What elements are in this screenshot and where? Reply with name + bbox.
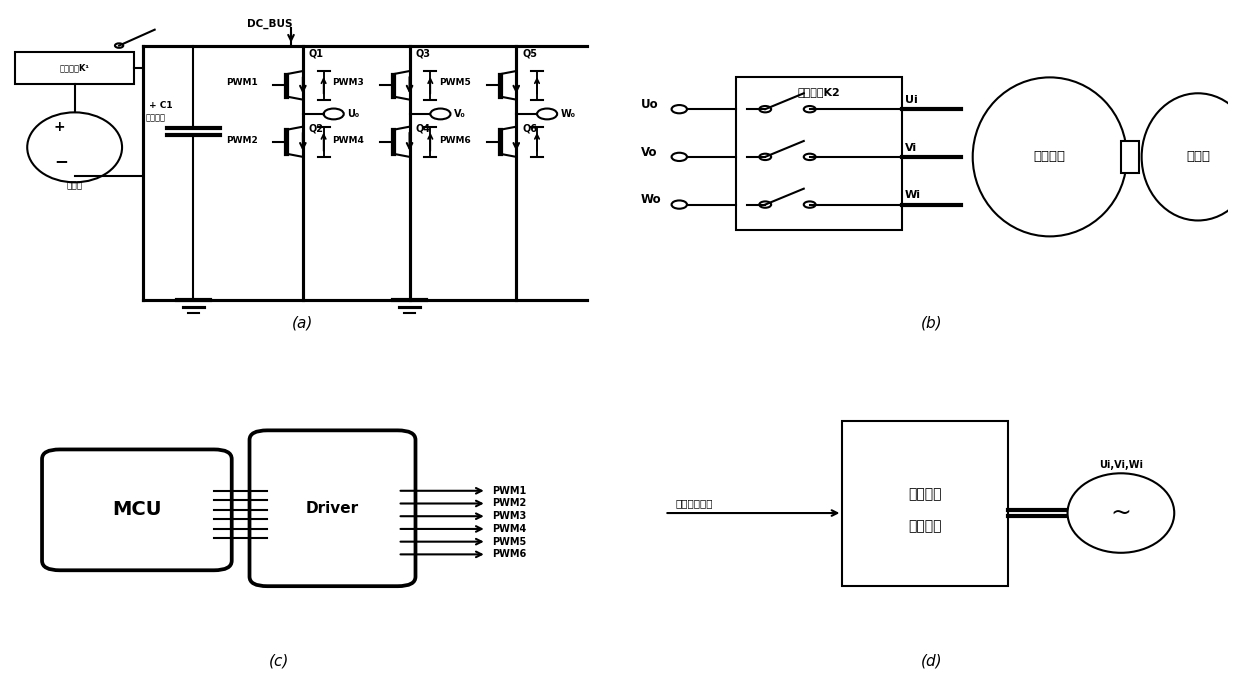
Text: MCU: MCU [112,500,161,520]
Text: Q6: Q6 [522,123,537,134]
Text: PWM6: PWM6 [439,136,471,145]
Text: 电子开关K¹: 电子开关K¹ [60,63,89,72]
Text: (c): (c) [269,654,289,669]
Text: 滤波电容: 滤波电容 [146,113,166,123]
Text: PWM5: PWM5 [492,537,527,546]
Text: (d): (d) [920,654,942,669]
Text: PWM4: PWM4 [332,136,365,145]
Text: PWM5: PWM5 [439,79,471,88]
Text: 启动状态信号: 启动状态信号 [676,498,713,508]
Text: + C1: + C1 [149,101,172,110]
Text: Vo: Vo [641,145,657,158]
Text: DC_BUS: DC_BUS [247,19,293,29]
Text: 发动机: 发动机 [1185,150,1210,163]
Text: 启动点火: 启动点火 [909,487,942,501]
Text: 互锁装置: 互锁装置 [909,519,942,533]
Text: Ui,Vi,Wi: Ui,Vi,Wi [1099,460,1143,471]
Text: PWM2: PWM2 [492,499,527,508]
Text: Ui: Ui [904,95,918,105]
Text: 蓄电池: 蓄电池 [67,182,83,191]
Text: (a): (a) [293,315,314,330]
FancyBboxPatch shape [15,52,134,84]
FancyBboxPatch shape [249,431,415,586]
FancyBboxPatch shape [842,421,1008,586]
Text: PWM3: PWM3 [332,79,365,88]
Text: PWM1: PWM1 [226,79,258,88]
Text: PWM1: PWM1 [492,486,527,496]
Text: Q5: Q5 [522,49,537,59]
Text: PWM2: PWM2 [226,136,258,145]
Text: W₀: W₀ [560,109,575,119]
Text: Vi: Vi [904,143,916,152]
Text: PWM3: PWM3 [492,511,527,521]
FancyBboxPatch shape [1121,141,1138,173]
Text: ~: ~ [1111,501,1131,525]
Text: Q1: Q1 [309,49,324,59]
Text: −: − [53,152,68,170]
Text: Driver: Driver [306,501,360,516]
FancyBboxPatch shape [735,77,901,230]
Text: PWM4: PWM4 [492,524,527,534]
Text: Uo: Uo [641,98,658,111]
Text: Q2: Q2 [309,123,324,134]
Text: Q3: Q3 [415,49,430,59]
Text: V₀: V₀ [454,109,466,119]
Text: Wi: Wi [904,190,920,200]
FancyBboxPatch shape [42,449,232,570]
Text: PWM6: PWM6 [492,549,527,559]
Text: U₀: U₀ [347,109,360,119]
Text: (b): (b) [920,315,942,330]
Text: Wo: Wo [641,194,661,206]
Text: 电子开关K2: 电子开关K2 [797,87,839,96]
Text: Q4: Q4 [415,123,430,134]
Text: 启动电机: 启动电机 [1034,150,1065,163]
Text: +: + [53,121,66,134]
